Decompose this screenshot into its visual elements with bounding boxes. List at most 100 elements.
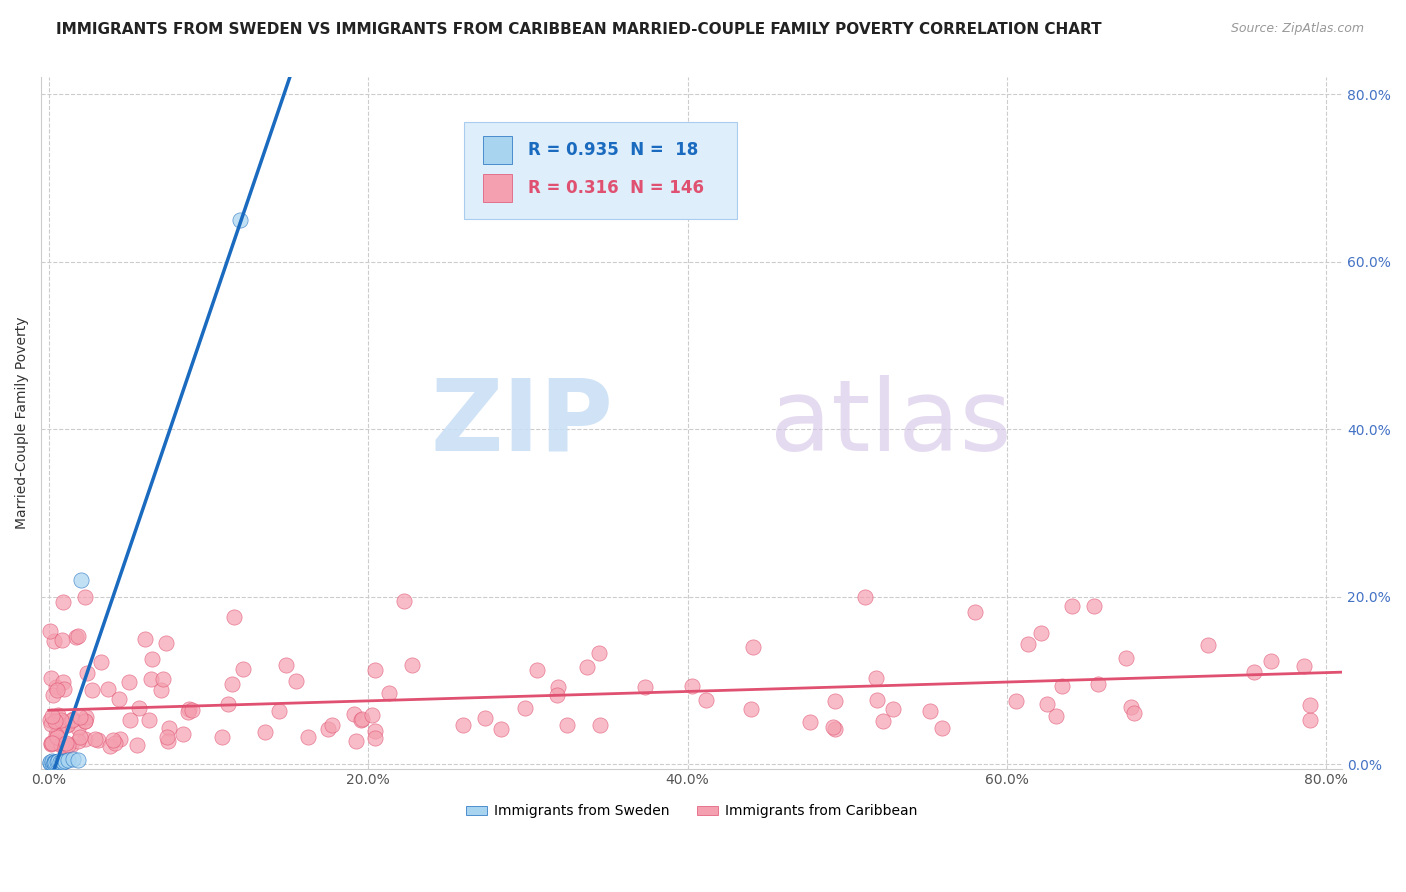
Point xyxy=(67,721,90,735)
Point xyxy=(41,671,63,685)
Point xyxy=(45,681,67,695)
Point xyxy=(343,707,366,722)
Point xyxy=(378,686,401,700)
Point xyxy=(125,739,148,753)
Point xyxy=(882,702,904,716)
Point xyxy=(866,693,889,707)
Point xyxy=(58,738,80,752)
Point xyxy=(589,718,612,732)
Point xyxy=(224,610,246,624)
Point xyxy=(741,640,763,655)
Point xyxy=(1029,626,1052,640)
Point xyxy=(46,723,69,737)
Point xyxy=(269,704,291,718)
Point xyxy=(1050,680,1073,694)
Point xyxy=(44,755,66,769)
Point xyxy=(157,721,180,735)
Point xyxy=(75,714,97,728)
Point xyxy=(489,723,512,737)
Point xyxy=(547,680,569,694)
Point xyxy=(360,707,382,722)
Point xyxy=(42,756,65,770)
Point xyxy=(918,704,941,718)
Point xyxy=(799,715,821,730)
Point xyxy=(211,730,233,744)
Point xyxy=(855,590,877,604)
Point xyxy=(364,731,387,746)
Point xyxy=(557,717,579,731)
Point xyxy=(52,739,75,754)
Point xyxy=(139,673,162,687)
Point xyxy=(575,660,598,674)
Point xyxy=(45,728,67,742)
Point xyxy=(90,655,112,669)
Point xyxy=(118,675,141,690)
Point xyxy=(39,713,62,727)
Point xyxy=(316,723,339,737)
Point xyxy=(401,658,423,673)
Point xyxy=(865,671,887,685)
Point xyxy=(346,733,368,747)
Point xyxy=(41,756,63,770)
Point xyxy=(1299,698,1322,713)
Point xyxy=(45,729,67,743)
Point xyxy=(45,755,67,769)
Point xyxy=(60,738,83,752)
Point xyxy=(48,754,70,768)
Point xyxy=(52,755,75,769)
Point xyxy=(62,712,84,726)
Point xyxy=(76,666,98,681)
Point xyxy=(49,738,72,752)
Point xyxy=(51,713,73,727)
Point xyxy=(41,736,63,750)
Point xyxy=(41,754,63,768)
Point xyxy=(156,734,179,748)
Point xyxy=(1045,709,1067,723)
Point xyxy=(824,694,846,708)
Point xyxy=(51,632,73,647)
Point xyxy=(681,679,703,693)
Point xyxy=(217,697,239,711)
Text: ZIP: ZIP xyxy=(430,375,613,472)
Point xyxy=(134,632,156,646)
Point xyxy=(62,752,84,766)
Bar xyxy=(484,174,512,202)
Point xyxy=(108,732,131,747)
Point xyxy=(39,624,62,639)
Point xyxy=(46,707,69,722)
Point xyxy=(52,715,75,730)
Point xyxy=(103,733,125,747)
Point xyxy=(66,753,89,767)
Point xyxy=(39,717,62,731)
Point xyxy=(108,692,131,706)
Point xyxy=(75,731,97,746)
Point xyxy=(1004,694,1026,708)
Point xyxy=(51,595,73,609)
Point xyxy=(87,732,110,747)
Point xyxy=(69,730,91,744)
Point xyxy=(73,714,96,728)
Point xyxy=(46,683,69,698)
Point xyxy=(52,682,75,697)
Point xyxy=(451,718,474,732)
Point xyxy=(284,673,307,688)
Point xyxy=(1243,665,1265,679)
Point xyxy=(83,732,105,747)
Point xyxy=(138,714,160,728)
Point xyxy=(39,755,62,769)
Point xyxy=(55,736,77,750)
Point xyxy=(963,605,986,619)
Point xyxy=(321,717,343,731)
Point xyxy=(120,713,142,727)
Point xyxy=(931,721,953,735)
Point xyxy=(75,710,97,724)
Point xyxy=(172,727,194,741)
Point xyxy=(104,736,127,750)
Point xyxy=(42,688,65,702)
Point xyxy=(821,720,844,734)
Point xyxy=(56,753,79,767)
Point xyxy=(232,662,254,676)
Point xyxy=(872,714,894,729)
Point xyxy=(65,630,87,644)
Legend: Immigrants from Sweden, Immigrants from Caribbean: Immigrants from Sweden, Immigrants from … xyxy=(460,798,922,824)
